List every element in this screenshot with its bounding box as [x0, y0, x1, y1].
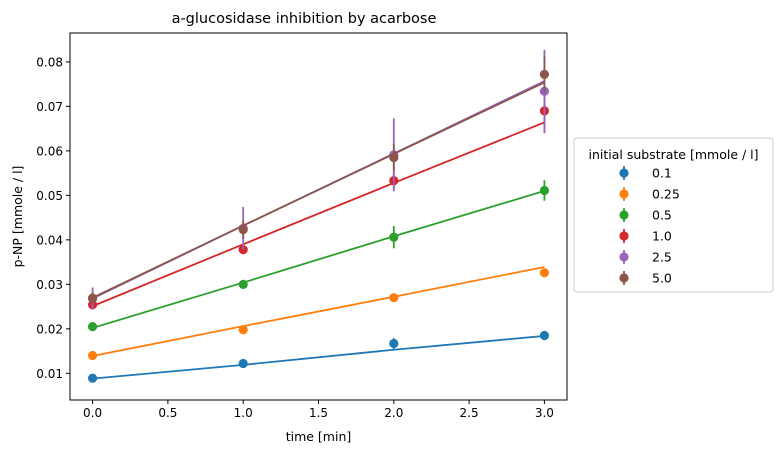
y-axis-label: p-NP [mmole / l]: [10, 166, 25, 268]
x-tick-label: 2.0: [384, 406, 403, 420]
fit-line: [92, 266, 545, 357]
legend-label: 0.5: [652, 208, 672, 223]
data-point: [539, 185, 550, 196]
y-tick-label: 0.08: [36, 55, 63, 69]
x-tick-label: 0.5: [158, 406, 177, 420]
data-point: [389, 338, 399, 349]
data-point: [389, 293, 399, 303]
legend-entry: 2.5: [619, 250, 672, 265]
series-2.5: [87, 49, 550, 310]
legend-label: 5.0: [652, 271, 672, 286]
series-0.25: [87, 266, 550, 361]
y-tick-label: 0.02: [36, 322, 63, 336]
y-tick-label: 0.03: [36, 278, 63, 292]
data-point: [539, 268, 550, 278]
data-point: [238, 325, 248, 335]
x-tick-label: 3.0: [535, 406, 554, 420]
data-point: [238, 358, 248, 369]
x-tick-label: 2.5: [460, 406, 479, 420]
legend-entry: 1.0: [619, 229, 672, 244]
fit-line: [92, 121, 545, 307]
legend-label: 0.25: [652, 187, 680, 202]
legend-entry: 0.5: [619, 208, 672, 223]
legend-entry: 5.0: [619, 271, 672, 286]
fit-line: [92, 190, 545, 329]
legend-entry: 0.1: [619, 166, 672, 181]
data-point: [539, 330, 550, 341]
legend-marker: [619, 252, 629, 262]
legend-marker: [619, 210, 629, 220]
legend-entry: 0.25: [619, 187, 680, 202]
legend-marker: [619, 273, 629, 283]
legend-entries: 0.1 0.25 0.5 1.0 2.5 5.0: [619, 166, 680, 286]
fit-line: [92, 81, 545, 299]
legend-marker: [619, 231, 629, 241]
y-tick-label: 0.04: [36, 233, 63, 247]
legend: initial substrate [mmole / l] 0.1 0.25 0.5…: [573, 137, 774, 293]
y-tick-label: 0.07: [36, 100, 63, 114]
data-point: [539, 69, 550, 79]
x-axis-label: time [min]: [286, 429, 352, 444]
legend-label: 1.0: [652, 229, 672, 244]
y-tick-label: 0.01: [36, 367, 63, 381]
data-point: [238, 225, 248, 235]
series-1.0: [87, 88, 550, 310]
y-tick-label: 0.06: [36, 144, 63, 158]
series-5.0: [87, 56, 550, 304]
legend-label: 0.1: [652, 166, 672, 181]
legend-marker: [619, 189, 629, 199]
series-0.5: [87, 180, 550, 332]
chart-title: a-glucosidase inhibition by acarbose: [172, 11, 437, 27]
legend-title: initial substrate [mmole / l]: [588, 147, 758, 162]
x-tick-label: 1.5: [309, 406, 328, 420]
legend-label: 2.5: [652, 250, 672, 265]
x-tick-label: 0.0: [83, 406, 102, 420]
x-axis: 0.0 0.5 1.0 1.5 2.0 2.5 3.0: [83, 400, 554, 420]
data-point: [87, 322, 98, 332]
y-axis: 0.01 0.02 0.03 0.04 0.05 0.06 0.07 0.08: [36, 55, 70, 381]
plot-area: [87, 49, 550, 383]
data-point: [238, 279, 248, 289]
fit-line: [92, 335, 545, 380]
data-point: [389, 152, 399, 163]
data-point: [87, 373, 98, 383]
data-point: [87, 350, 98, 361]
data-point: [87, 293, 98, 303]
legend-marker: [619, 168, 629, 178]
x-tick-label: 1.0: [234, 406, 253, 420]
series-0.1: [87, 330, 550, 383]
data-point: [389, 232, 399, 242]
y-tick-label: 0.05: [36, 189, 63, 203]
